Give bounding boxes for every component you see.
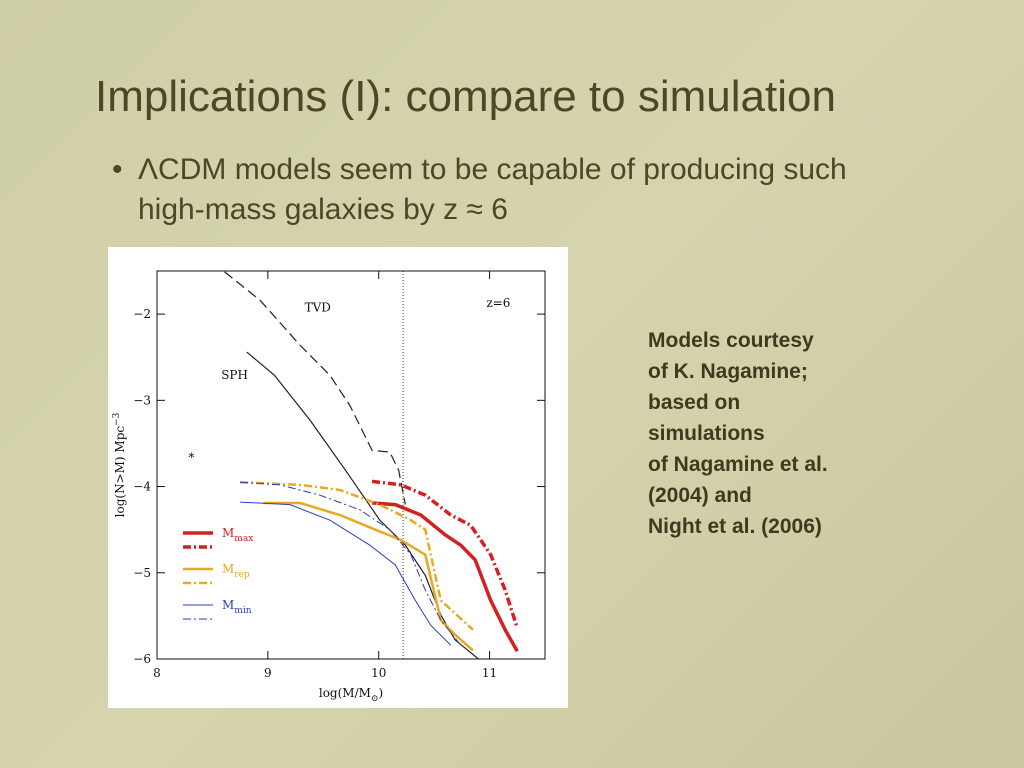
legend-sub: min xyxy=(234,606,251,616)
annotation: TVD xyxy=(305,301,331,315)
note: Models courtesy of K. Nagamine; based on si… xyxy=(648,325,828,542)
legend-main: M xyxy=(222,562,234,576)
annotation: SPH xyxy=(221,368,248,382)
note-line: simulations xyxy=(648,422,765,445)
x-tick-label: 10 xyxy=(371,666,386,680)
legend-sub: rep xyxy=(234,570,250,580)
x-label-sub: ⊙ xyxy=(371,694,379,704)
bullet: ΛCDM models seem to be capable of produc… xyxy=(112,150,918,230)
y-tick-label: −3 xyxy=(133,393,151,407)
y-tick-label: −4 xyxy=(133,480,151,494)
y-tick-label: −2 xyxy=(133,307,151,321)
note-line: of K. Nagamine; xyxy=(648,360,808,383)
x-tick-label: 9 xyxy=(264,666,272,680)
legend-main: M xyxy=(222,598,234,612)
x-label-main: log(M/M xyxy=(319,686,371,700)
annotation: z=6 xyxy=(486,296,510,310)
chart-background xyxy=(108,247,568,708)
note-line: based on xyxy=(648,391,741,414)
marker: * xyxy=(188,450,194,464)
series-line xyxy=(240,480,474,631)
series-line xyxy=(224,271,406,505)
x-tick-label: 8 xyxy=(153,666,161,680)
y-label-sup: −3 xyxy=(112,412,122,426)
series-line xyxy=(371,479,519,629)
series-line xyxy=(263,501,474,652)
x-label-end: ) xyxy=(378,686,383,700)
series-line xyxy=(240,501,452,646)
note-line: of Nagamine et al. xyxy=(648,453,828,476)
legend-main: M xyxy=(222,526,234,540)
x-tick-label: 11 xyxy=(482,666,497,680)
legend-sub: max xyxy=(234,534,253,544)
series-line xyxy=(371,501,519,653)
note-line: Models courtesy xyxy=(648,329,814,352)
y-tick-label: −5 xyxy=(133,566,151,580)
note-line: Night et al. (2006) xyxy=(648,515,822,538)
slide-title: Implications (I): compare to simulation xyxy=(95,72,836,121)
x-axis-label: log(M/M⊙) xyxy=(319,686,383,704)
y-tick-label: −6 xyxy=(133,652,151,666)
legend-label: Mmin xyxy=(222,598,252,616)
plot-frame xyxy=(156,270,546,660)
legend-label: Mmax xyxy=(222,526,253,544)
y-label-main: log(N>M) Mpc xyxy=(113,426,127,518)
y-axis-label: log(N>M) Mpc−3 xyxy=(112,412,127,517)
series-line xyxy=(240,481,462,646)
note-line: (2004) and xyxy=(648,484,752,507)
legend-label: Mrep xyxy=(222,562,250,580)
